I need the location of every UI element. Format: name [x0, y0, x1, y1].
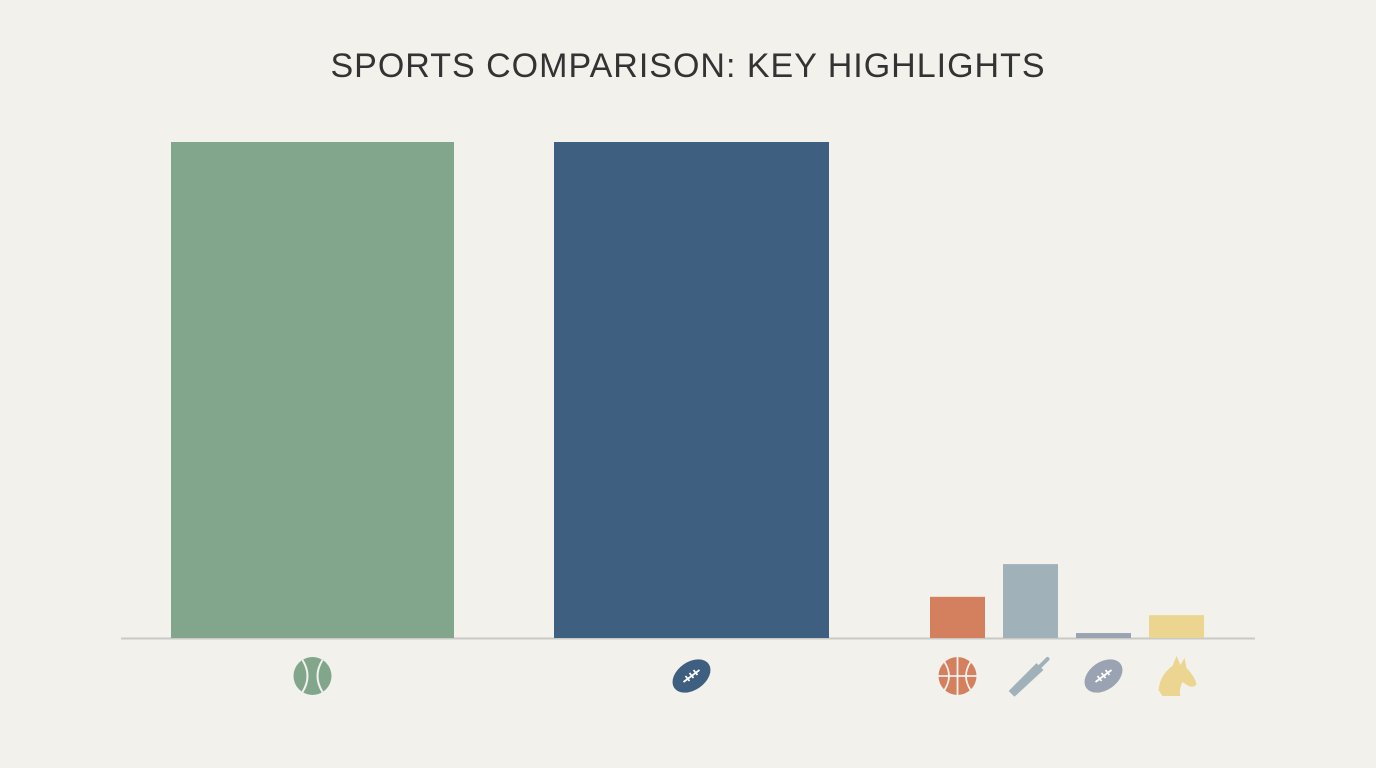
bar [171, 142, 454, 638]
category-icon [938, 657, 977, 695]
category-icon [672, 659, 711, 693]
horse-head [1158, 656, 1197, 696]
bar [930, 596, 985, 638]
basketball-lines [938, 657, 977, 695]
football-laces [1094, 669, 1113, 683]
category-icon [1158, 656, 1197, 696]
tennis-seam [301, 659, 324, 693]
category-icon [1084, 659, 1123, 693]
bar [1003, 564, 1058, 638]
icons [293, 656, 1197, 697]
football-laces [682, 669, 701, 683]
bars [171, 142, 1204, 638]
bar [1076, 633, 1131, 638]
bar [1149, 615, 1204, 638]
category-icon [1008, 657, 1050, 697]
cricket-bat [1008, 657, 1050, 697]
chart-title: SPORTS COMPARISON: KEY HIGHLIGHTS [330, 47, 1045, 85]
category-icon [293, 657, 332, 695]
tennis-ball [293, 657, 332, 695]
bar [554, 142, 829, 638]
